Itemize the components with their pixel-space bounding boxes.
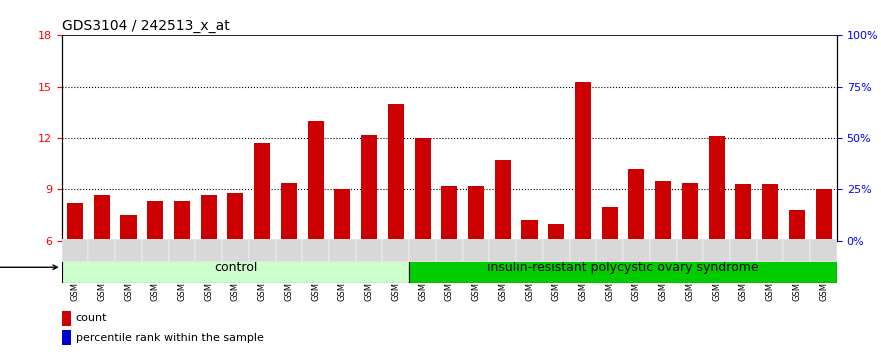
Bar xyxy=(736,240,751,241)
Bar xyxy=(254,143,270,241)
Bar xyxy=(596,239,623,262)
Bar xyxy=(543,239,570,262)
Bar xyxy=(783,239,811,262)
Bar xyxy=(548,224,564,241)
Bar xyxy=(516,239,543,262)
Bar xyxy=(522,240,537,241)
Bar xyxy=(227,193,243,241)
Bar xyxy=(174,201,190,241)
Bar xyxy=(602,206,618,241)
Bar xyxy=(335,189,351,241)
Bar xyxy=(757,239,783,262)
Bar xyxy=(174,239,190,241)
Bar xyxy=(307,240,323,241)
Bar xyxy=(468,239,484,241)
Bar xyxy=(62,248,409,283)
Bar xyxy=(575,240,591,241)
Bar xyxy=(495,239,511,241)
Bar xyxy=(329,239,356,262)
Bar xyxy=(655,181,671,241)
Bar xyxy=(281,183,297,241)
Bar xyxy=(415,239,431,241)
Bar xyxy=(409,248,837,283)
Bar xyxy=(276,239,302,262)
Bar xyxy=(168,239,196,262)
Bar xyxy=(62,239,88,262)
Bar xyxy=(281,239,297,241)
Bar xyxy=(196,239,222,262)
Bar xyxy=(736,184,751,241)
Bar xyxy=(93,240,110,241)
Bar xyxy=(628,239,645,241)
Text: count: count xyxy=(76,313,107,324)
Bar xyxy=(93,195,110,241)
Bar xyxy=(227,239,243,241)
Bar xyxy=(463,239,490,262)
Text: control: control xyxy=(214,261,257,274)
Bar xyxy=(115,239,142,262)
Bar xyxy=(302,239,329,262)
Bar xyxy=(62,330,71,345)
Bar xyxy=(356,239,382,262)
Bar xyxy=(361,240,377,241)
Bar xyxy=(62,311,71,326)
Bar xyxy=(628,169,645,241)
Bar xyxy=(121,215,137,241)
Text: insulin-resistant polycystic ovary syndrome: insulin-resistant polycystic ovary syndr… xyxy=(487,261,759,274)
Bar xyxy=(570,239,596,262)
Bar xyxy=(67,240,83,241)
Bar xyxy=(682,240,698,241)
Bar xyxy=(548,240,564,241)
Bar xyxy=(335,240,351,241)
Bar xyxy=(811,239,837,262)
Bar xyxy=(677,239,703,262)
Bar xyxy=(650,239,677,262)
Bar xyxy=(201,240,217,241)
Bar xyxy=(248,239,276,262)
Bar xyxy=(708,239,725,241)
Bar xyxy=(816,240,832,241)
Bar xyxy=(254,239,270,241)
Bar xyxy=(730,239,757,262)
Text: GDS3104 / 242513_x_at: GDS3104 / 242513_x_at xyxy=(62,19,229,33)
Text: percentile rank within the sample: percentile rank within the sample xyxy=(76,332,263,343)
Bar xyxy=(436,239,463,262)
Bar xyxy=(222,239,248,262)
Bar xyxy=(415,138,431,241)
Bar xyxy=(142,239,168,262)
Bar xyxy=(495,160,511,241)
Bar xyxy=(382,239,409,262)
Bar xyxy=(703,239,730,262)
Bar xyxy=(67,203,83,241)
Bar xyxy=(602,240,618,241)
Bar xyxy=(788,240,805,241)
Bar xyxy=(441,240,457,241)
Bar xyxy=(121,240,137,241)
Text: disease state: disease state xyxy=(0,262,57,272)
Bar xyxy=(623,239,650,262)
Bar xyxy=(468,186,484,241)
Bar xyxy=(655,240,671,241)
Bar xyxy=(307,121,323,241)
Bar xyxy=(361,135,377,241)
Bar xyxy=(762,240,778,241)
Bar xyxy=(788,210,805,241)
Bar xyxy=(682,183,698,241)
Bar xyxy=(201,195,217,241)
Bar xyxy=(388,104,403,241)
Bar xyxy=(762,184,778,241)
Bar xyxy=(88,239,115,262)
Bar xyxy=(522,220,537,241)
Bar xyxy=(490,239,516,262)
Bar xyxy=(147,240,163,241)
Bar xyxy=(708,136,725,241)
Bar xyxy=(441,186,457,241)
Bar xyxy=(388,239,403,241)
Bar xyxy=(575,82,591,241)
Bar xyxy=(816,189,832,241)
Bar xyxy=(147,201,163,241)
Bar xyxy=(409,239,436,262)
